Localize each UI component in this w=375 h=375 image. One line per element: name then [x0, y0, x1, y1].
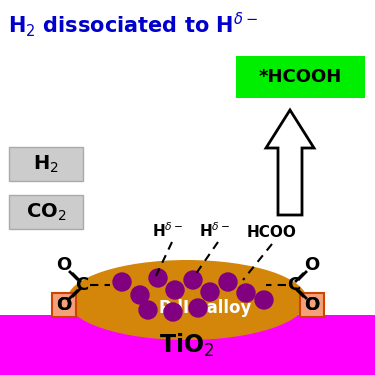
Text: H$_2$ dissociated to H$^{\delta-}$: H$_2$ dissociated to H$^{\delta-}$ — [8, 10, 258, 39]
Text: H$_2$: H$_2$ — [33, 153, 59, 175]
Circle shape — [219, 273, 237, 291]
Circle shape — [255, 291, 273, 309]
Circle shape — [164, 303, 182, 321]
FancyArrow shape — [266, 110, 314, 215]
Text: HCOO: HCOO — [247, 225, 297, 240]
Text: PdIn alloy: PdIn alloy — [159, 299, 251, 317]
Text: O: O — [56, 256, 72, 274]
Text: O: O — [304, 256, 320, 274]
Text: O: O — [304, 296, 320, 314]
Circle shape — [149, 269, 167, 287]
Text: *HCOOH: *HCOOH — [258, 68, 342, 86]
Circle shape — [184, 271, 202, 289]
Text: H$^{\delta-}$: H$^{\delta-}$ — [152, 221, 184, 240]
Circle shape — [139, 301, 157, 319]
Text: TiO$_2$: TiO$_2$ — [159, 332, 215, 358]
FancyBboxPatch shape — [52, 293, 76, 317]
Circle shape — [131, 286, 149, 304]
FancyBboxPatch shape — [9, 147, 83, 181]
FancyBboxPatch shape — [9, 195, 83, 229]
Circle shape — [166, 281, 184, 299]
Text: C: C — [287, 276, 301, 294]
Text: O: O — [56, 296, 72, 314]
Bar — [0, 315, 375, 375]
FancyBboxPatch shape — [236, 56, 365, 98]
Text: C: C — [75, 276, 88, 294]
Circle shape — [189, 299, 207, 317]
Text: O: O — [304, 296, 320, 314]
Text: H$^{\delta-}$: H$^{\delta-}$ — [200, 221, 231, 240]
Ellipse shape — [67, 260, 307, 340]
Circle shape — [237, 284, 255, 302]
FancyBboxPatch shape — [300, 293, 324, 317]
Text: CO$_2$: CO$_2$ — [26, 201, 66, 223]
Circle shape — [113, 273, 131, 291]
Circle shape — [201, 283, 219, 301]
Text: O: O — [56, 296, 72, 314]
